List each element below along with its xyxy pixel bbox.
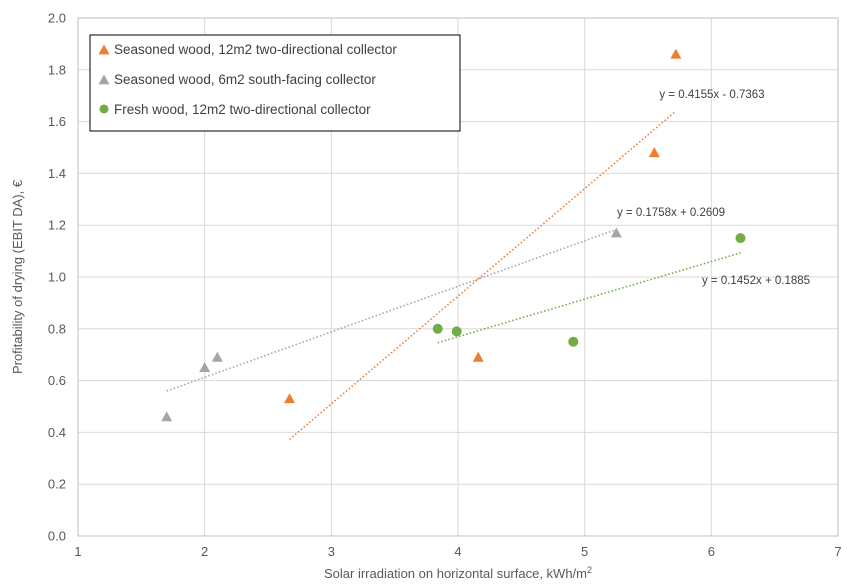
data-point	[472, 351, 484, 362]
legend-label: Fresh wood, 12m2 two-directional collect…	[114, 102, 371, 117]
y-tick-labels: 0.0 0.2 0.4 0.6 0.8 1.0 1.2 1.4 1.6 1.8 2.0	[48, 11, 66, 544]
y-tick-label: 2.0	[48, 11, 66, 26]
x-axis-title: Solar irradiation on horizontal surface,…	[324, 565, 592, 581]
x-tick-label: 7	[834, 544, 841, 559]
y-tick-label: 1.6	[48, 114, 66, 129]
y-tick-label: 0.2	[48, 477, 66, 492]
y-tick-label: 0.6	[48, 373, 66, 388]
data-point	[451, 326, 462, 337]
trendlines	[166, 110, 741, 440]
data-point	[568, 336, 579, 347]
data-point	[199, 362, 211, 373]
data-point	[432, 323, 443, 334]
trendline-equation: y = 0.1758x + 0.2609	[617, 207, 725, 219]
trendline	[437, 252, 741, 344]
x-tick-label: 1	[74, 544, 81, 559]
legend-label: Seasoned wood, 6m2 south-facing collecto…	[114, 72, 376, 87]
x-axis-title-text: Solar irradiation on horizontal surface,…	[324, 566, 587, 581]
x-axis-title-superscript: 2	[587, 565, 592, 575]
legend: Seasoned wood, 12m2 two-directional coll…	[89, 34, 461, 132]
legend-label: Seasoned wood, 12m2 two-directional coll…	[114, 42, 397, 57]
y-tick-label: 1.0	[48, 270, 66, 285]
trendline-equations: y = 0.4155x - 0.7363 y = 0.1758x + 0.2609…	[617, 89, 810, 287]
plot-area-frame	[77, 17, 839, 537]
data-point	[161, 411, 173, 422]
x-tick-labels: 1 2 3 4 5 6 7	[74, 544, 841, 559]
x-tick-label: 2	[201, 544, 208, 559]
legend-box	[89, 34, 461, 132]
data-point	[735, 233, 746, 244]
y-axis-title: Profitability of drying (EBIT DA), €	[10, 179, 25, 374]
y-tick-label: 0.4	[48, 425, 66, 440]
data-point	[284, 393, 296, 404]
data-point	[648, 147, 660, 158]
y-tick-label: 1.8	[48, 62, 66, 77]
trendline-equation: y = 0.4155x - 0.7363	[659, 89, 764, 101]
x-tick-label: 6	[708, 544, 715, 559]
data-point	[98, 74, 110, 85]
y-tick-label: 1.4	[48, 166, 66, 181]
y-tick-label: 1.2	[48, 218, 66, 233]
data-point	[670, 48, 682, 59]
y-tick-label: 0.0	[48, 529, 66, 544]
trendline	[289, 110, 677, 440]
legend-marker	[99, 104, 109, 114]
y-tick-label: 0.8	[48, 321, 66, 336]
x-tick-label: 4	[454, 544, 461, 559]
x-tick-label: 5	[581, 544, 588, 559]
x-tick-label: 3	[328, 544, 335, 559]
data-markers	[161, 48, 746, 422]
data-point	[211, 351, 223, 362]
trendline-equation: y = 0.1452x + 0.1885	[702, 275, 810, 287]
data-point	[98, 44, 110, 55]
data-point	[610, 227, 622, 238]
